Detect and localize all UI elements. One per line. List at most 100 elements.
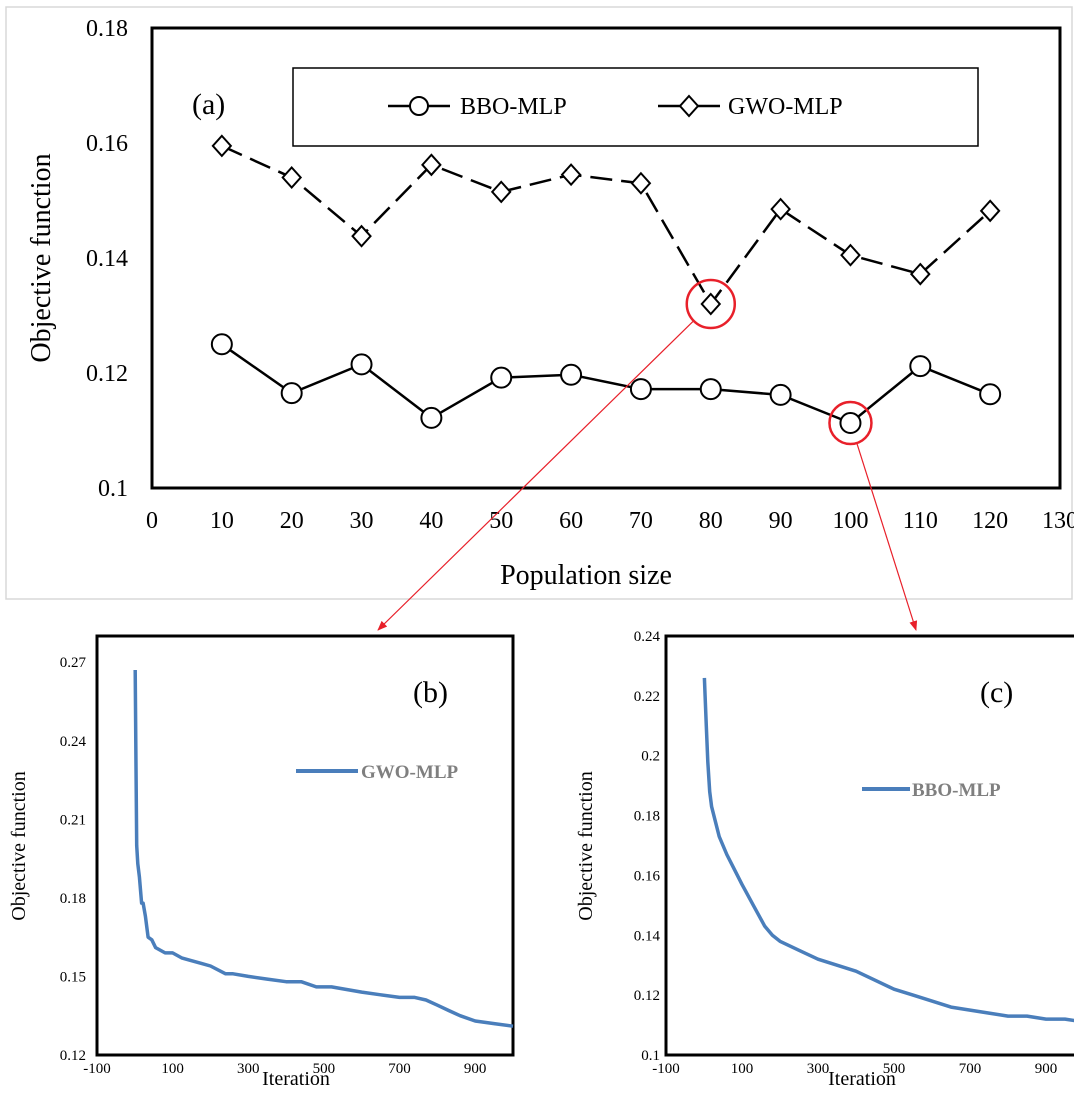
- data-point-gwo-mlp: [560, 163, 582, 187]
- callout-arrow: [856, 442, 918, 631]
- series-line-gwo-mlp: [133, 669, 514, 1028]
- y-tick-label: 0.22: [634, 689, 660, 705]
- panel-a-x-ticks: 0 10 20 30 40 50 60 70 80 90 100 110 120 130: [146, 508, 1074, 534]
- series-line-bbo-mlp: [702, 677, 1074, 1023]
- series-line-bbo-mlp: [221, 343, 991, 425]
- x-tick-label: 70: [629, 508, 653, 534]
- x-tick-label: 80: [699, 508, 723, 534]
- callout-arrow: [377, 320, 695, 631]
- y-tick-label: 0.18: [60, 891, 86, 907]
- panel-a-series: [210, 134, 1002, 435]
- panel-c-plot-area: [664, 634, 1074, 1057]
- panel-b: (b) GWO-MLP 0.12 0.15 0.18 0.21 0.24 0.27 -10…: [8, 634, 515, 1090]
- x-tick-label: 50: [489, 508, 513, 534]
- legend-item-bbo-mlp-c: BBO-MLP: [862, 780, 1001, 801]
- x-tick-label: 130: [1042, 508, 1074, 534]
- y-tick-label: 0.24: [60, 734, 87, 750]
- x-tick-label: -100: [652, 1061, 680, 1077]
- panel-a-y-axis-label: Objective function: [26, 153, 57, 362]
- x-tick-label: 900: [464, 1061, 487, 1077]
- legend-item-gwo-mlp: GWO-MLP: [658, 94, 843, 120]
- x-tick-label: 500: [883, 1061, 906, 1077]
- legend-label-gwo-mlp-b: GWO-MLP: [361, 762, 458, 783]
- x-tick-label: 500: [313, 1061, 336, 1077]
- y-tick-label: 0.16: [634, 868, 661, 884]
- data-point-gwo-mlp: [281, 166, 303, 189]
- data-point-gwo-mlp: [770, 197, 791, 221]
- x-tick-label: 100: [832, 508, 868, 534]
- data-point-gwo-mlp: [490, 180, 512, 204]
- y-tick-label: 0.18: [634, 809, 660, 825]
- x-tick-label: 900: [1035, 1061, 1058, 1077]
- legend-item-bbo-mlp: BBO-MLP: [388, 94, 567, 120]
- panel-c-x-ticks: -100 100 300 500 700 900: [652, 1061, 1057, 1077]
- data-point-bbo-mlp: [280, 382, 303, 405]
- panel-a-plot-area: [150, 26, 1062, 490]
- panel-b-series: [133, 669, 514, 1028]
- panel-c-y-axis-label: Objective function: [575, 771, 597, 920]
- data-point-bbo-mlp: [629, 378, 652, 401]
- y-tick-label: 0.1: [98, 476, 128, 502]
- x-tick-label: 300: [807, 1061, 830, 1077]
- y-tick-label: 0.15: [60, 969, 86, 985]
- panel-c: (c) BBO-MLP 0.10.120.140.160.180.20.220.…: [575, 629, 1074, 1090]
- panel-c-letter: (c): [980, 676, 1013, 709]
- highlight-circle: [828, 400, 873, 446]
- x-tick-label: 110: [903, 508, 938, 534]
- x-tick-label: 60: [559, 508, 583, 534]
- y-tick-label: 0.27: [60, 655, 87, 671]
- y-tick-label: 0.24: [634, 629, 661, 645]
- data-point-gwo-mlp: [909, 262, 931, 286]
- panel-a-x-axis-label: Population size: [500, 560, 672, 591]
- circle-marker-icon: [409, 96, 429, 116]
- y-tick-label: 0.12: [634, 988, 660, 1004]
- y-tick-label: 0.1: [641, 1048, 660, 1064]
- panel-c-x-axis-label: Iteration: [828, 1068, 896, 1090]
- y-tick-label: 0.12: [60, 1048, 86, 1064]
- x-tick-label: 30: [350, 508, 374, 534]
- data-point-gwo-mlp: [351, 224, 372, 248]
- x-tick-label: 90: [769, 508, 793, 534]
- data-point-bbo-mlp: [350, 353, 373, 376]
- y-tick-label: 0.14: [86, 246, 128, 272]
- data-point-gwo-mlp: [840, 243, 861, 267]
- highlight-circle: [685, 278, 737, 330]
- data-point-bbo-mlp: [769, 383, 792, 406]
- legend-label-bbo-mlp: BBO-MLP: [460, 94, 567, 120]
- x-tick-label: 100: [731, 1061, 754, 1077]
- y-tick-label: 0.2: [641, 749, 660, 765]
- data-point-bbo-mlp: [420, 406, 443, 429]
- panel-c-series: [702, 677, 1074, 1023]
- x-tick-label: 120: [972, 508, 1008, 534]
- x-tick-label: -100: [83, 1061, 111, 1077]
- legend-label-bbo-mlp-c: BBO-MLP: [912, 780, 1001, 801]
- panel-b-y-ticks: 0.12 0.15 0.18 0.21 0.24 0.27: [60, 655, 87, 1064]
- x-tick-label: 100: [161, 1061, 184, 1077]
- panel-b-letter: (b): [413, 676, 448, 709]
- data-point-bbo-mlp: [560, 363, 583, 386]
- diamond-marker-icon: [678, 94, 700, 118]
- highlight-callouts: [377, 278, 918, 631]
- data-point-bbo-mlp: [210, 333, 233, 356]
- x-tick-label: 300: [237, 1061, 260, 1077]
- panel-a-letter: (a): [192, 88, 225, 121]
- panel-a: (a) BBO-MLP GWO-MLP 0.10.120.140.160.18 …: [5, 6, 1074, 600]
- x-tick-label: 700: [388, 1061, 411, 1077]
- x-tick-label: 10: [210, 508, 234, 534]
- x-tick-label: 700: [959, 1061, 982, 1077]
- data-point-bbo-mlp: [699, 378, 722, 401]
- data-point-bbo-mlp: [490, 366, 513, 389]
- data-point-gwo-mlp: [211, 134, 233, 158]
- data-point-gwo-mlp: [421, 153, 442, 177]
- y-tick-label: 0.16: [86, 131, 128, 157]
- y-tick-label: 0.18: [86, 16, 128, 42]
- data-point-gwo-mlp: [630, 171, 652, 195]
- panel-b-x-ticks: -100 100 300 500 700 900: [83, 1061, 486, 1077]
- series-line-gwo-mlp: [221, 144, 992, 307]
- data-point-gwo-mlp: [700, 292, 722, 316]
- panel-c-y-ticks: 0.1 0.12 0.14 0.16 0.18 0.2 0.22 0.24: [634, 629, 661, 1064]
- y-tick-label: 0.12: [86, 361, 128, 387]
- data-point-gwo-mlp: [979, 199, 1001, 223]
- data-point-bbo-mlp: [839, 412, 862, 435]
